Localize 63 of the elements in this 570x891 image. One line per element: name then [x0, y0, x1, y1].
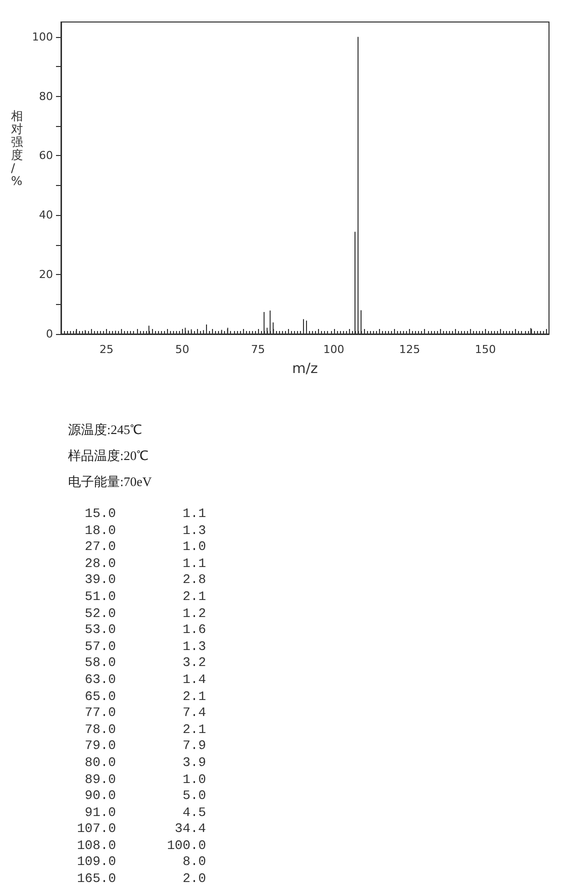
category-label: 91.0: [84, 804, 116, 822]
category-label: 53.0: [84, 622, 116, 639]
data-label: 2.1: [182, 688, 206, 706]
category-label: 90.0: [84, 788, 116, 805]
x-tick-label: 150: [474, 343, 496, 356]
data-label: 5.0: [182, 788, 206, 805]
data-label: 1.2: [182, 606, 206, 622]
data-label: 1.1: [182, 556, 206, 572]
x-axis-title: m/z: [292, 361, 318, 377]
category-label: 78.0: [84, 722, 116, 738]
data-label: 8.0: [182, 854, 206, 872]
data-label: 1.3: [182, 638, 206, 656]
data-label: 1.1: [182, 506, 206, 523]
category-label: 77.0: [84, 705, 116, 722]
x-tick-label: 125: [399, 343, 420, 356]
y-tick-label: 20: [39, 268, 53, 282]
text: 电子能量:70eV: [68, 473, 152, 491]
category-label: 165.0: [76, 871, 116, 888]
data-label: 3.2: [182, 655, 206, 672]
category-label: 57.0: [84, 638, 116, 656]
data-label: 4.5: [182, 804, 206, 822]
y-tick-label: 80: [39, 90, 53, 103]
data-label: 1.0: [182, 772, 206, 788]
category-label: 27.0: [84, 539, 116, 556]
data-label: 3.9: [182, 754, 206, 772]
category-label: 65.0: [84, 688, 116, 706]
text: 样品温度:20℃: [68, 447, 150, 465]
data-label: 1.4: [182, 672, 206, 689]
category-label: 58.0: [84, 655, 116, 672]
data-label: 2.8: [182, 572, 206, 589]
category-label: 28.0: [84, 556, 116, 572]
category-label: 15.0: [84, 506, 116, 523]
category-label: 63.0: [84, 672, 116, 689]
data-label: 7.4: [182, 705, 206, 722]
y-tick-label: 0: [46, 328, 53, 340]
text: 源温度:245℃: [68, 421, 144, 439]
data-label: 1.6: [182, 622, 206, 639]
data-label: 100.0: [166, 838, 206, 854]
y-tick-label: 40: [39, 208, 53, 222]
data-label: 1.3: [182, 522, 206, 540]
y-axis-title: 相对强度/%: [11, 109, 23, 188]
x-tick-label: 100: [323, 343, 344, 356]
y-tick-label: 100: [32, 30, 53, 44]
x-tick-label: 75: [251, 343, 266, 356]
category-label: 39.0: [84, 572, 116, 589]
data-label: 7.9: [182, 738, 206, 755]
category-label: 80.0: [84, 754, 116, 772]
category-label: 52.0: [84, 606, 116, 622]
data-label: 2.1: [182, 722, 206, 738]
category-label: 51.0: [84, 588, 116, 606]
x-tick-label: 25: [99, 343, 114, 356]
category-label: 79.0: [84, 738, 116, 755]
x-tick-label: 50: [175, 343, 190, 356]
data-label: 34.4: [174, 821, 206, 838]
category-label: 18.0: [84, 522, 116, 540]
category-label: 108.0: [76, 838, 116, 854]
data-label: 1.0: [182, 539, 206, 556]
category-label: 107.0: [76, 821, 116, 838]
data-label: 2.0: [182, 871, 206, 888]
category-label: 109.0: [76, 854, 116, 872]
category-label: 89.0: [84, 772, 116, 788]
y-tick-label: 60: [39, 149, 53, 162]
data-label: 2.1: [182, 588, 206, 606]
